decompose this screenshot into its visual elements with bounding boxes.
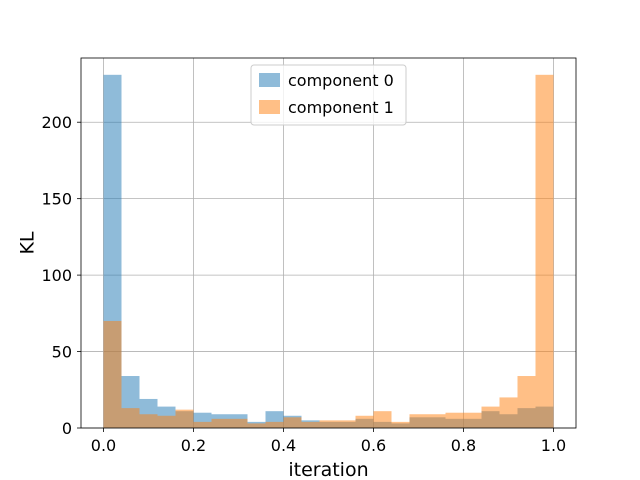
histogram-bar — [247, 423, 266, 428]
x-tick-label: 0.4 — [271, 436, 296, 455]
legend-swatch — [259, 73, 280, 87]
legend: component 0 component 1 — [250, 64, 407, 126]
histogram-bar — [157, 415, 176, 428]
x-tick-label: 0.2 — [181, 436, 206, 455]
histogram-bar — [499, 397, 518, 428]
y-tick-label: 100 — [41, 266, 72, 285]
ticks: 0.0 0.2 0.4 0.6 0.8 1.0 0 50 100 150 200 — [41, 113, 566, 455]
histogram-bar — [193, 421, 212, 428]
histogram-bar — [391, 421, 410, 428]
axes-frame — [80, 57, 577, 429]
histogram-bar — [283, 417, 302, 428]
x-tick-label: 0.8 — [451, 436, 476, 455]
histogram-bar — [427, 414, 446, 428]
histogram-bar — [373, 411, 392, 428]
histogram-bar — [211, 418, 230, 428]
histogram-bar — [175, 409, 194, 428]
legend-swatch — [259, 100, 280, 114]
histogram-bar — [463, 412, 482, 428]
histogram-bar — [535, 74, 554, 429]
legend-box — [250, 64, 407, 126]
histogram-bar — [409, 414, 428, 428]
y-tick-label: 200 — [41, 113, 72, 132]
y-tick-label: 50 — [52, 343, 72, 362]
histogram-bar — [265, 421, 284, 428]
histogram-bar — [301, 421, 320, 428]
histogram-bar — [481, 406, 500, 428]
histogram-bar — [139, 414, 158, 428]
histogram-bar — [517, 376, 536, 428]
histogram-bar — [103, 320, 122, 428]
histogram-bar — [445, 412, 464, 428]
histogram-bar — [337, 420, 356, 428]
legend-label: component 0 — [288, 71, 394, 90]
x-tick-label: 1.0 — [541, 436, 566, 455]
x-tick-label: 0.6 — [361, 436, 386, 455]
histogram-bar — [121, 408, 140, 428]
histogram-bar — [229, 418, 248, 428]
histogram-bar — [355, 415, 374, 428]
x-axis-label: iteration — [288, 459, 368, 480]
legend-label: component 1 — [288, 98, 394, 117]
bars — [103, 74, 554, 429]
histogram-bar — [319, 420, 338, 428]
series-1-bars — [103, 74, 554, 429]
y-axis-label: KL — [17, 231, 39, 254]
y-tick-label: 150 — [41, 190, 72, 209]
y-tick-label: 0 — [62, 419, 72, 438]
x-tick-label: 0.0 — [91, 436, 116, 455]
